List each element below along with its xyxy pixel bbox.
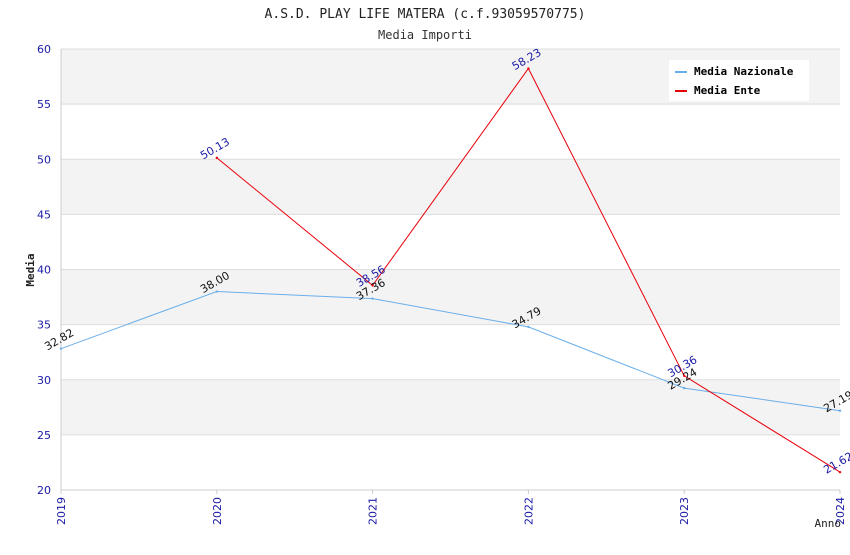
x-tick-label: 2023: [678, 497, 691, 525]
y-axis-label: Media: [24, 253, 37, 286]
x-tick-label: 2022: [522, 497, 535, 525]
y-tick-label: 40: [37, 264, 51, 277]
x-tick-label: 2020: [211, 497, 224, 525]
x-tick-label: 2019: [55, 497, 68, 525]
legend-label-ente: Media Ente: [694, 84, 761, 97]
data-point: [527, 67, 530, 70]
series-lines: [59, 67, 842, 474]
y-tick-label: 35: [37, 319, 51, 332]
y-tick-label: 45: [37, 208, 51, 221]
data-point: [838, 409, 842, 412]
background-bands: [61, 49, 840, 490]
y-axis-ticks: 20 25 30 35 40 45 50 55 60: [37, 43, 51, 497]
data-point: [527, 325, 530, 329]
y-tick-label: 30: [37, 374, 51, 387]
y-tick-label: 20: [37, 484, 51, 497]
chart-title: A.S.D. PLAY LIFE MATERA (c.f.93059570775…: [265, 7, 586, 22]
x-tick-label: 2024: [834, 497, 847, 525]
grid-band: [61, 104, 840, 160]
y-tick-label: 50: [37, 153, 51, 166]
data-point: [371, 297, 374, 300]
grid-band: [61, 269, 840, 325]
grid-band: [61, 214, 840, 270]
data-point: [683, 374, 686, 377]
data-point: [59, 347, 63, 350]
x-axis-label: Anno: [815, 517, 842, 530]
chart-subtitle: Media Importi: [378, 28, 472, 42]
y-tick-label: 60: [37, 43, 51, 56]
data-point: [215, 290, 218, 293]
data-point: [371, 284, 374, 287]
data-point: [683, 386, 686, 390]
x-tick-label: 2021: [367, 497, 380, 525]
axes: [60, 49, 840, 491]
grid-band: [61, 434, 840, 490]
data-point: [215, 156, 218, 160]
data-point: [838, 470, 842, 474]
grid-band: [61, 324, 840, 380]
grid-band: [61, 159, 840, 215]
x-axis-ticks: 2019 2020 2021 2022 2023 2024: [55, 490, 847, 525]
grid-band: [61, 379, 840, 435]
y-tick-label: 55: [37, 98, 51, 111]
y-tick-label: 25: [37, 429, 51, 442]
legend-box: [669, 60, 809, 101]
legend: Media Nazionale Media Ente: [669, 60, 809, 101]
legend-label-nazionale: Media Nazionale: [694, 65, 794, 78]
